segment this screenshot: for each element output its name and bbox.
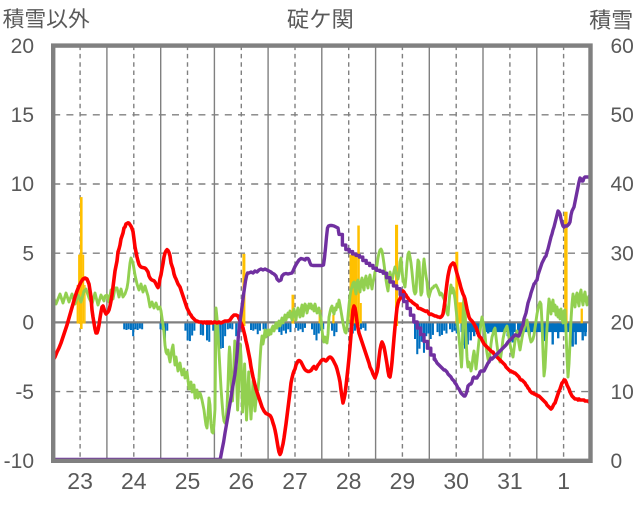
- svg-text:25: 25: [175, 468, 201, 494]
- svg-text:5: 5: [22, 242, 34, 265]
- svg-text:23: 23: [67, 468, 93, 494]
- svg-text:30: 30: [611, 242, 634, 265]
- svg-text:20: 20: [611, 312, 634, 335]
- svg-text:-5: -5: [15, 381, 34, 404]
- svg-text:20: 20: [11, 35, 34, 58]
- svg-text:-10: -10: [4, 450, 34, 473]
- svg-text:30: 30: [443, 468, 469, 494]
- svg-text:31: 31: [497, 468, 523, 494]
- svg-text:15: 15: [11, 104, 34, 127]
- svg-text:0: 0: [22, 312, 34, 335]
- svg-text:10: 10: [611, 381, 634, 404]
- svg-text:40: 40: [611, 173, 634, 196]
- svg-text:27: 27: [282, 468, 308, 494]
- svg-text:0: 0: [611, 450, 623, 473]
- svg-text:29: 29: [390, 468, 416, 494]
- svg-text:10: 10: [11, 173, 34, 196]
- svg-text:1: 1: [557, 468, 570, 494]
- svg-text:24: 24: [121, 468, 147, 494]
- svg-text:50: 50: [611, 104, 634, 127]
- svg-text:28: 28: [336, 468, 362, 494]
- svg-text:26: 26: [229, 468, 255, 494]
- svg-text:60: 60: [611, 35, 634, 58]
